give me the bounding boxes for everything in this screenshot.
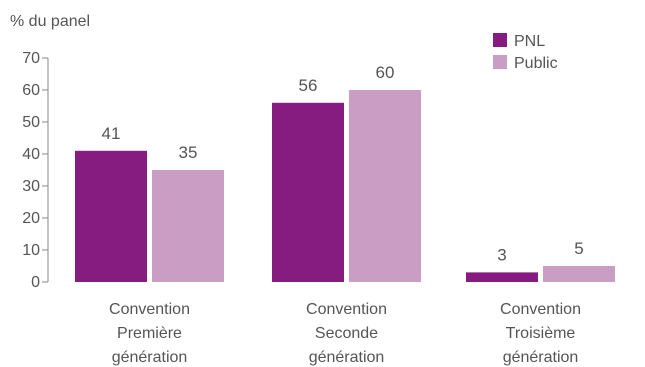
data-label: 41	[102, 124, 121, 143]
bar-pnl-2	[272, 102, 344, 282]
y-tick-label: 60	[22, 82, 40, 99]
y-tick-label: 20	[22, 210, 40, 227]
bar-pnl-1	[75, 150, 147, 282]
y-tick-label: 40	[22, 146, 40, 163]
category-label: Convention Seconde génération	[306, 301, 387, 366]
y-tick-label: 30	[22, 178, 40, 195]
bars	[75, 90, 615, 282]
y-tick-label: 0	[31, 274, 40, 291]
legend-swatch-pnl	[493, 33, 507, 47]
data-label: 35	[179, 143, 198, 162]
y-tick-label: 50	[22, 114, 40, 131]
bar-pnl-3	[466, 272, 538, 282]
data-label: 3	[497, 245, 506, 264]
category-label: Convention Première génération	[109, 301, 190, 366]
legend: PNL Public	[493, 33, 558, 72]
legend-label: PNL	[514, 33, 545, 50]
y-tick-label: 70	[22, 50, 40, 67]
y-axis: 0 10 20 30 40 50 60 70	[22, 50, 49, 291]
y-tick-label: 10	[22, 242, 40, 259]
data-label: 5	[574, 239, 583, 258]
bar-public-2	[349, 90, 421, 282]
data-label: 56	[299, 76, 318, 95]
bar-public-1	[152, 170, 224, 282]
category-label: Convention Troisième génération	[500, 301, 581, 366]
bar-public-3	[543, 266, 615, 282]
legend-swatch-public	[493, 55, 507, 69]
legend-label: Public	[514, 55, 558, 72]
category-labels: Convention Première génération Convention Se…	[109, 301, 581, 366]
y-axis-title: % du panel	[10, 13, 90, 30]
data-label: 60	[376, 63, 395, 82]
